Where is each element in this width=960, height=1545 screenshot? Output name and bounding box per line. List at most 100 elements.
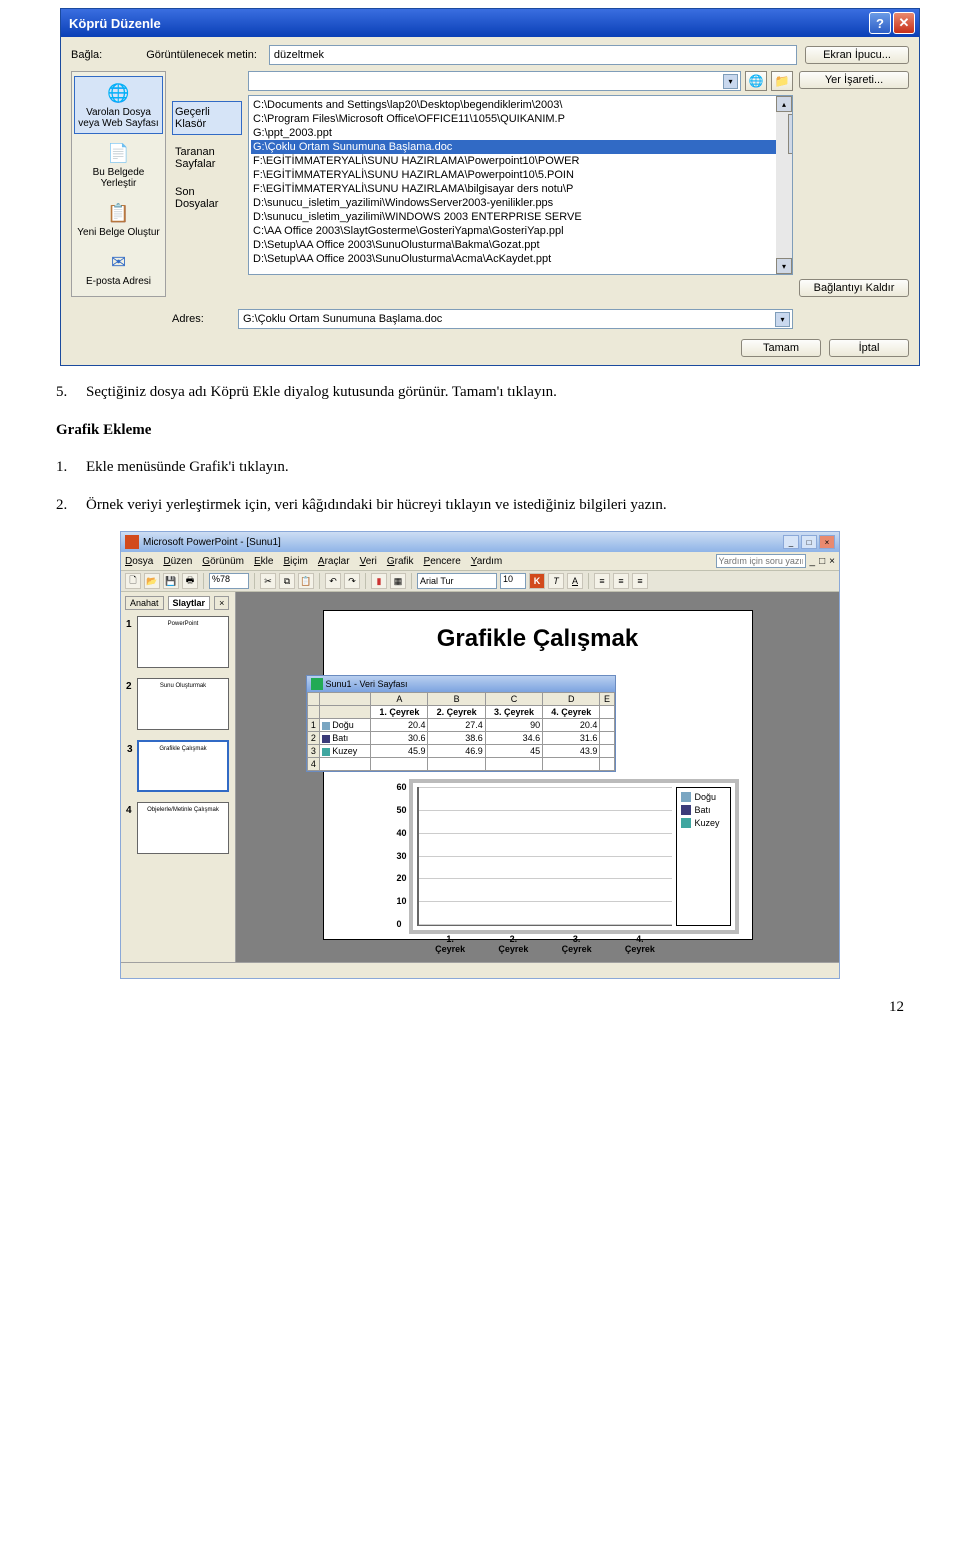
file-row[interactable]: D:\Setup\AA Office 2003\SunuOlusturma\Ac… [251, 252, 790, 266]
close-pane-icon[interactable]: × [214, 596, 229, 610]
italic-icon[interactable]: T [548, 573, 564, 589]
ok-button[interactable]: Tamam [741, 339, 821, 357]
scroll-down-button[interactable]: ▾ [776, 258, 792, 274]
linkto-nav-item[interactable]: 📄Bu Belgede Yerleştir [74, 136, 163, 194]
menu-item[interactable]: Veri [360, 556, 377, 567]
close-button[interactable]: × [819, 535, 835, 549]
datasheet-window[interactable]: Sunu1 - Veri Sayfası ABCDE1. Çeyrek2. Çe… [306, 675, 616, 772]
open-icon[interactable]: 📂 [144, 573, 160, 589]
file-row[interactable]: C:\Program Files\Microsoft Office\OFFICE… [251, 112, 790, 126]
file-row[interactable]: D:\Setup\AA Office 2003\SunuOlusturma\Ba… [251, 238, 790, 252]
bookmark-button[interactable]: Yer İşareti... [799, 71, 909, 89]
scroll-thumb[interactable] [788, 114, 793, 154]
file-row[interactable]: C:\Documents and Settings\lap20\Desktop\… [251, 98, 790, 112]
tab-slides[interactable]: Slaytlar [168, 596, 211, 610]
slide-thumbnail[interactable]: 1PowerPoint [137, 616, 229, 668]
list-item-1: 1. Ekle menüsünde Grafik'i tıklayın. [56, 456, 904, 479]
doc-restore-button[interactable]: □ [819, 556, 825, 567]
zoom-combo[interactable]: %78 [209, 573, 249, 589]
menu-item[interactable]: Biçim [283, 556, 307, 567]
redo-icon[interactable]: ↷ [344, 573, 360, 589]
slide-thumbnail[interactable]: 4Objelerle/Metinle Çalışmak [137, 802, 229, 854]
print-icon[interactable]: 🖶 [182, 573, 198, 589]
remove-link-button[interactable]: Bağlantıyı Kaldır [799, 279, 909, 297]
scope-nav-item[interactable]: Geçerli Klasör [172, 101, 242, 135]
file-row[interactable]: F:\EGİTİMMATERYALİ\SUNU HAZIRLAMA\Powerp… [251, 154, 790, 168]
datasheet-table[interactable]: ABCDE1. Çeyrek2. Çeyrek3. Çeyrek4. Çeyre… [307, 692, 615, 771]
file-row[interactable]: C:\AA Office 2003\SlaytGosterme\GosteriY… [251, 224, 790, 238]
copy-icon[interactable]: ⧉ [279, 573, 295, 589]
slide-editor-area[interactable]: Grafikle Çalışmak Sunu1 - Veri Sayfası A… [236, 592, 839, 962]
align-left-icon[interactable]: ≡ [594, 573, 610, 589]
align-center-icon[interactable]: ≡ [613, 573, 629, 589]
menu-item[interactable]: Dosya [125, 556, 153, 567]
chart-icon[interactable]: ▮ [371, 573, 387, 589]
display-text-input[interactable] [269, 45, 797, 65]
table-icon[interactable]: ▦ [390, 573, 406, 589]
display-text-label: Görüntülenecek metin: [146, 49, 257, 61]
nav-icon: 🌐 [105, 81, 133, 105]
font-name-combo[interactable]: Arial Tur [417, 573, 497, 589]
list-item-2: 2. Örnek veriyi yerleştirmek için, veri … [56, 494, 904, 517]
scope-nav-item[interactable]: Taranan Sayfalar [172, 141, 242, 175]
bold-icon[interactable]: K [529, 573, 545, 589]
menu-item[interactable]: Görünüm [202, 556, 244, 567]
file-row[interactable]: D:\sunucu_isletim_yazilimi\WindowsServer… [251, 196, 790, 210]
scope-nav-item[interactable]: Son Dosyalar [172, 181, 242, 215]
address-combo[interactable]: G:\Çoklu Ortam Sunumuna Başlama.doc ▾ [238, 309, 793, 329]
font-size-combo[interactable]: 10 [500, 573, 526, 589]
file-row[interactable]: F:\EGİTİMMATERYALİ\SUNU HAZIRLAMA\bilgis… [251, 182, 790, 196]
slide-thumbnail[interactable]: 2Sunu Oluşturmak [137, 678, 229, 730]
standard-toolbar[interactable]: 🗋 📂 💾 🖶 %78 ✂ ⧉ 📋 ↶ ↷ ▮ ▦ Arial Tur 10 K… [121, 570, 839, 592]
file-row[interactable]: G:\ppt_2003.ppt [251, 126, 790, 140]
chart-legend: DoğuBatıKuzey [676, 787, 731, 926]
doc-close-button[interactable]: × [829, 556, 835, 567]
cancel-button[interactable]: İptal [829, 339, 909, 357]
slide-thumbnail-pane[interactable]: Anahat Slaytlar × 1PowerPoint 2Sunu Oluşt… [121, 592, 236, 962]
slide-thumbnail[interactable]: 3Grafikle Çalışmak [137, 740, 229, 792]
scrollbar[interactable]: ▴ ▾ [776, 96, 792, 274]
help-search-input[interactable] [716, 554, 806, 568]
screentip-button[interactable]: Ekran İpucu... [805, 46, 909, 64]
doc-min-button[interactable]: _ [810, 556, 816, 567]
chart-plot-area: 1.Çeyrek2.Çeyrek3.Çeyrek4.Çeyrek 0102030… [417, 787, 672, 926]
browse-web-icon[interactable]: 🌐 [745, 71, 767, 91]
menubar[interactable]: Dosya Düzen Görünüm Ekle Biçim Araçlar Veri Gra… [121, 552, 839, 570]
scroll-up-button[interactable]: ▴ [776, 96, 792, 112]
menu-item[interactable]: Grafik [387, 556, 414, 567]
browse-folder-icon[interactable]: 📁 [771, 71, 793, 91]
underline-icon[interactable]: A [567, 573, 583, 589]
file-row[interactable]: D:\sunucu_isletim_yazilimi\WINDOWS 2003 … [251, 210, 790, 224]
file-row[interactable]: F:\EGİTİMMATERYALİ\SUNU HAZIRLAMA\Powerp… [251, 168, 790, 182]
file-list[interactable]: C:\Documents and Settings\lap20\Desktop\… [248, 95, 793, 275]
menu-item[interactable]: Ekle [254, 556, 273, 567]
linkto-nav-item[interactable]: ✉E-posta Adresi [74, 245, 163, 292]
menu-item[interactable]: Pencere [424, 556, 461, 567]
pp-titlebar[interactable]: Microsoft PowerPoint - [Sunu1] _ □ × [121, 532, 839, 552]
menu-item[interactable]: Düzen [163, 556, 192, 567]
menu-item[interactable]: Yardım [471, 556, 503, 567]
paste-icon[interactable]: 📋 [298, 573, 314, 589]
minimize-button[interactable]: _ [783, 535, 799, 549]
slide-canvas[interactable]: Grafikle Çalışmak Sunu1 - Veri Sayfası A… [323, 610, 753, 940]
restore-button[interactable]: □ [801, 535, 817, 549]
chart-object[interactable]: 1.Çeyrek2.Çeyrek3.Çeyrek4.Çeyrek 0102030… [409, 779, 739, 934]
address-value: G:\Çoklu Ortam Sunumuna Başlama.doc [243, 313, 442, 325]
status-bar [121, 962, 839, 978]
powerpoint-window: Microsoft PowerPoint - [Sunu1] _ □ × Dos… [120, 531, 840, 979]
undo-icon[interactable]: ↶ [325, 573, 341, 589]
help-button[interactable]: ? [869, 12, 891, 34]
new-icon[interactable]: 🗋 [125, 573, 141, 589]
save-icon[interactable]: 💾 [163, 573, 179, 589]
cut-icon[interactable]: ✂ [260, 573, 276, 589]
file-row[interactable]: G:\Çoklu Ortam Sunumuna Başlama.doc [251, 140, 790, 154]
linkto-nav-item[interactable]: 🌐Varolan Dosya veya Web Sayfası [74, 76, 163, 134]
paragraph-5: 5. Seçtiğiniz dosya adı Köprü Ekle diyal… [56, 381, 904, 404]
tab-outline[interactable]: Anahat [125, 596, 164, 610]
align-right-icon[interactable]: ≡ [632, 573, 648, 589]
close-button[interactable]: ✕ [893, 12, 915, 34]
linkto-nav-item[interactable]: 📋Yeni Belge Oluştur [74, 196, 163, 243]
menu-item[interactable]: Araçlar [318, 556, 350, 567]
dialog-titlebar[interactable]: Köprü Düzenle ? ✕ [61, 9, 919, 37]
lookin-combo[interactable]: ▾ [248, 71, 741, 91]
